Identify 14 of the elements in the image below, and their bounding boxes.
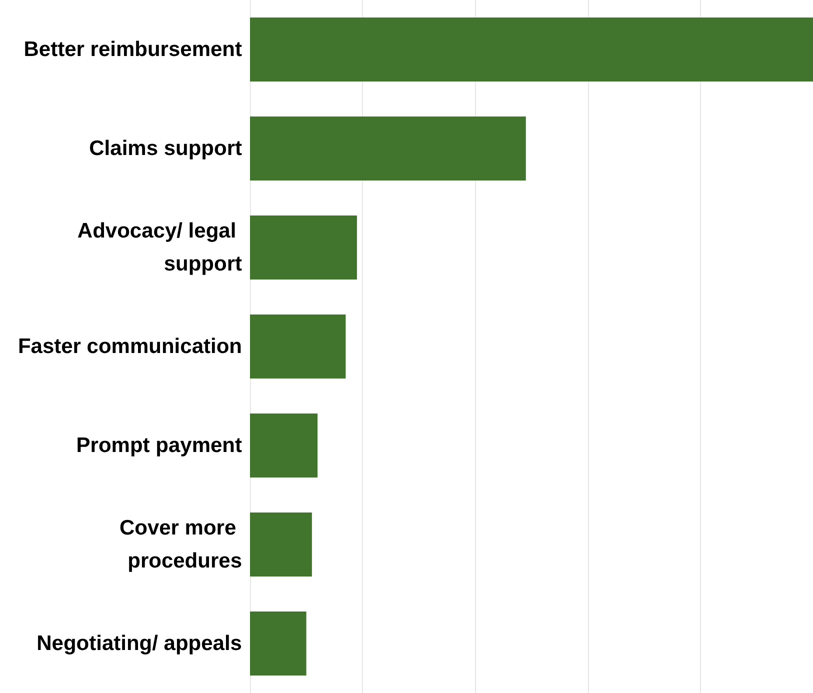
bar (250, 18, 813, 82)
y-tick-label: Negotiating/ appeals (36, 632, 242, 655)
bar (250, 216, 357, 280)
bar (250, 314, 346, 378)
bar (250, 414, 318, 478)
bar (250, 612, 306, 676)
y-tick-label: Claims support (89, 137, 242, 160)
bar (250, 116, 526, 180)
y-tick-label: Advocacy/ legal support (77, 220, 242, 276)
bar (250, 512, 312, 576)
y-tick-label: Cover more procedures (119, 516, 242, 572)
y-tick-label: Faster communication (18, 335, 242, 358)
y-tick-label: Better reimbursement (24, 38, 242, 61)
y-tick-label: Prompt payment (76, 434, 242, 457)
